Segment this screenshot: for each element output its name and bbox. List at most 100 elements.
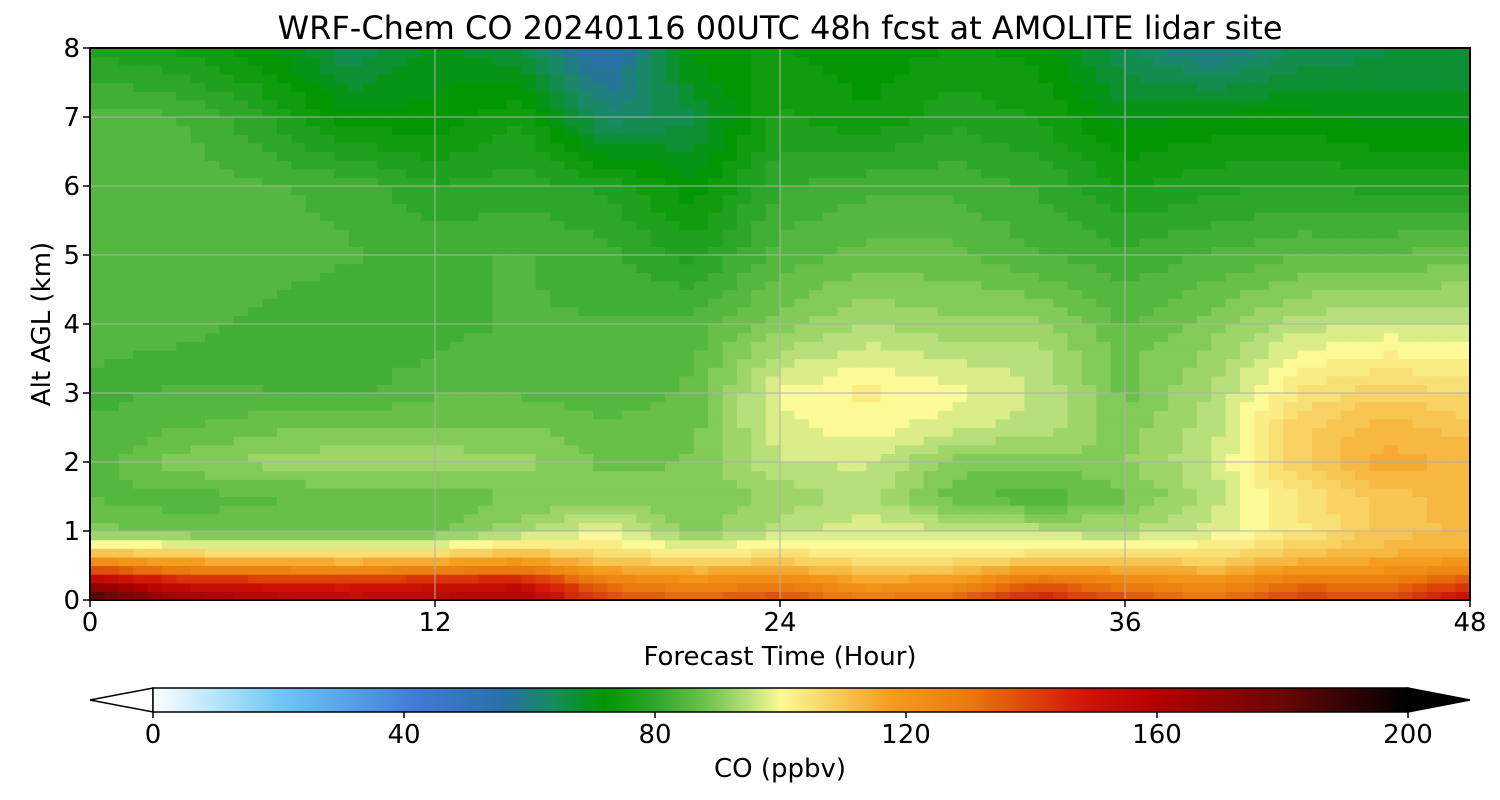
- contour-cell: [1211, 186, 1227, 196]
- contour-cell: [506, 298, 522, 308]
- contour-cell: [1168, 444, 1184, 454]
- contour-cell: [952, 220, 968, 230]
- contour-cell: [1254, 591, 1270, 600]
- contour-cell: [1010, 375, 1025, 385]
- contour-cell: [736, 436, 752, 446]
- contour-cell: [1053, 462, 1069, 472]
- contour-cell: [851, 280, 867, 291]
- contour-cell: [276, 453, 292, 463]
- contour-cell: [1340, 332, 1356, 342]
- contour-cell: [880, 548, 896, 558]
- contour-cell: [1441, 229, 1457, 239]
- contour-cell: [506, 582, 522, 592]
- contour-cell: [866, 565, 882, 575]
- contour-cell: [679, 186, 695, 196]
- contour-cell: [334, 522, 350, 532]
- contour-cell: [866, 410, 882, 420]
- contour-cell: [923, 470, 939, 480]
- contour-cell: [406, 341, 422, 351]
- contour-cell: [1283, 203, 1299, 213]
- contour-cell: [780, 255, 795, 265]
- contour-cell: [1455, 160, 1470, 170]
- contour-cell: [1196, 358, 1212, 368]
- contour-cell: [780, 220, 795, 230]
- contour-cell: [823, 487, 839, 498]
- contour-cell: [636, 556, 652, 567]
- contour-cell: [219, 591, 235, 600]
- contour-cell: [1240, 306, 1255, 316]
- contour-cell: [722, 565, 738, 575]
- contour-cell: [1182, 384, 1198, 394]
- contour-cell: [1211, 479, 1227, 489]
- contour-cell: [276, 513, 292, 523]
- contour-cell: [1211, 384, 1227, 394]
- contour-cell: [880, 479, 896, 489]
- contour-cell: [866, 436, 882, 446]
- contour-cell: [1369, 591, 1385, 600]
- contour-cell: [1455, 582, 1470, 592]
- contour-cell: [205, 453, 220, 463]
- contour-cell: [1426, 410, 1442, 420]
- contour-cell: [866, 367, 882, 377]
- contour-cell: [851, 324, 867, 334]
- contour-cell: [305, 332, 321, 342]
- contour-cell: [1038, 462, 1054, 472]
- contour-cell: [291, 211, 307, 222]
- contour-cell: [377, 453, 393, 463]
- contour-cell: [693, 505, 709, 515]
- contour-cell: [219, 556, 235, 567]
- contour-cell: [736, 160, 752, 170]
- contour-cell: [621, 358, 637, 368]
- contour-cell: [1110, 565, 1126, 575]
- contour-cell: [1225, 220, 1241, 230]
- contour-cell: [90, 349, 105, 360]
- contour-cell: [205, 574, 220, 584]
- contour-cell: [722, 574, 738, 584]
- contour-cell: [665, 289, 680, 299]
- contour-cell: [851, 194, 867, 204]
- contour-cell: [1426, 522, 1442, 532]
- contour-cell: [693, 168, 709, 178]
- contour-cell: [1010, 211, 1025, 222]
- contour-cell: [1297, 358, 1313, 368]
- contour-cell: [1182, 401, 1198, 411]
- contour-cell: [1125, 324, 1140, 334]
- contour-cell: [1211, 418, 1227, 429]
- contour-cell: [1125, 410, 1140, 420]
- contour-cell: [1225, 384, 1241, 394]
- contour-cell: [995, 548, 1011, 558]
- contour-cell: [320, 177, 335, 187]
- contour-cell: [1311, 177, 1327, 187]
- contour-cell: [1168, 418, 1184, 429]
- contour-cell: [708, 384, 724, 394]
- contour-cell: [391, 591, 407, 600]
- contour-cell: [751, 220, 767, 230]
- contour-cell: [708, 246, 724, 256]
- contour-cell: [665, 487, 680, 498]
- contour-cell: [808, 151, 824, 161]
- contour-cell: [449, 237, 465, 247]
- contour-cell: [291, 367, 307, 377]
- contour-cell: [607, 315, 623, 325]
- contour-cell: [248, 384, 264, 394]
- contour-cell: [780, 229, 795, 239]
- contour-cell: [1426, 289, 1442, 299]
- contour-cell: [794, 410, 810, 420]
- contour-cell: [205, 349, 220, 360]
- contour-cell: [233, 565, 249, 575]
- contour-cell: [521, 522, 537, 532]
- contour-cell: [1182, 237, 1198, 247]
- contour-cell: [1340, 556, 1356, 567]
- contour-cell: [1268, 574, 1284, 584]
- contour-cell: [1225, 487, 1241, 498]
- contour-cell: [1139, 539, 1155, 549]
- contour-cell: [808, 565, 824, 575]
- contour-cell: [1383, 367, 1399, 377]
- contour-cell: [176, 367, 192, 377]
- contour-cell: [118, 565, 134, 575]
- contour-cell: [1455, 229, 1470, 239]
- contour-cell: [866, 574, 882, 584]
- contour-cell: [147, 358, 163, 368]
- contour-cell: [751, 548, 767, 558]
- contour-cell: [909, 479, 925, 489]
